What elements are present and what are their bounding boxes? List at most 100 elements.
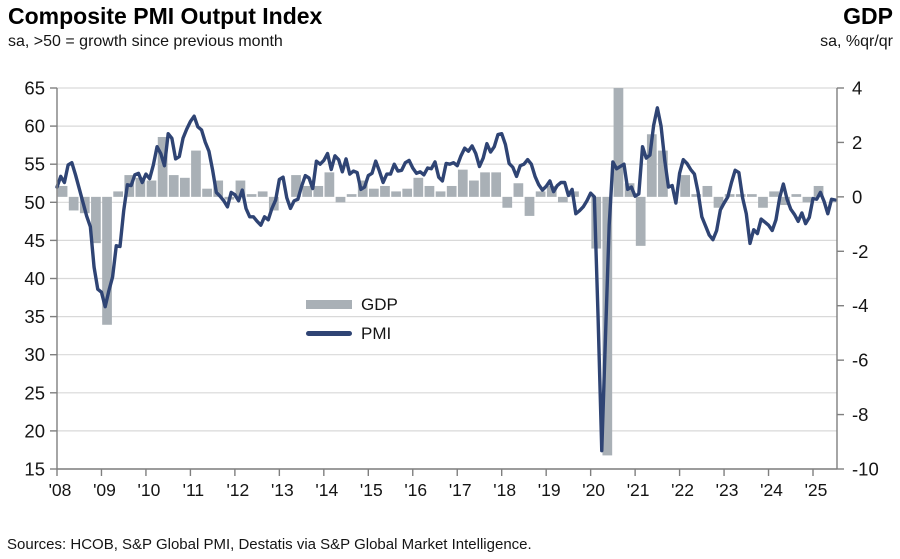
left-axis-tick-label: 35 [24, 306, 45, 327]
gdp-bar [469, 180, 479, 197]
gdp-bar [791, 194, 802, 197]
gdp-bar [535, 191, 546, 197]
gdp-bar [413, 177, 424, 197]
chart-title: Composite PMI Output Index [8, 3, 323, 29]
x-axis-tick-label: '16 [404, 480, 427, 500]
gdp-bar [680, 175, 691, 197]
gdp-bar [758, 196, 768, 208]
chart-subtitle: sa, >50 = growth since previous month [8, 33, 283, 51]
right-axis-title: GDP [843, 3, 893, 29]
right-axis-tick-label: -4 [852, 295, 868, 316]
gdp-bar [702, 185, 713, 197]
gdp-bar [368, 188, 379, 197]
right-axis-tick-label: -8 [852, 404, 868, 425]
gdp-bar [524, 196, 535, 216]
legend-label-pmi: PMI [361, 323, 392, 343]
gdp-bar [113, 191, 124, 197]
gdp-bar [635, 196, 646, 246]
gdp-bar [557, 196, 568, 203]
pmi-line [55, 106, 837, 453]
x-axis-tick-label: '19 [538, 480, 561, 500]
gdp-bar [346, 194, 357, 197]
gdp-bar [613, 88, 624, 197]
gdp-bar [691, 194, 702, 197]
gdp-bar [146, 180, 157, 197]
x-axis-tick-label: '22 [671, 480, 694, 500]
x-axis-tick-label: '09 [93, 480, 116, 500]
gdp-bar [191, 150, 201, 197]
x-axis-tick-label: '15 [360, 480, 383, 500]
left-axis-tick-label: 30 [24, 344, 45, 365]
gdp-bar [257, 191, 268, 197]
gdp-bar [157, 136, 168, 197]
left-axis-tick-label: 20 [24, 420, 45, 441]
x-axis-tick-label: '21 [627, 480, 650, 500]
left-axis-tick-label: 50 [24, 192, 45, 213]
gdp-bar [324, 172, 335, 197]
legend-label-gdp: GDP [361, 294, 398, 314]
gdp-bar [246, 194, 257, 197]
x-axis-tick-label: '25 [805, 480, 828, 500]
gdp-bar [646, 134, 657, 197]
right-axis-tick-label: -6 [852, 350, 868, 371]
right-axis-tick-label: -2 [852, 241, 868, 262]
x-axis-tick-label: '13 [271, 480, 294, 500]
axes [50, 87, 844, 476]
x-axis-tick-label: '14 [315, 480, 338, 500]
gdp-bar [435, 191, 446, 197]
gdp-bar [179, 177, 190, 197]
gdp-bar [457, 169, 468, 197]
right-axis-tick-label: 0 [852, 186, 862, 207]
left-axis-tick-label: 15 [24, 459, 45, 480]
x-axis-tick-label: '11 [183, 480, 205, 500]
pmi-line-swatch-icon [306, 331, 352, 336]
chart-legend: GDP PMI [306, 294, 398, 352]
x-axis-tick-label: '17 [449, 480, 472, 500]
gdp-bar [235, 180, 246, 197]
gdp-bar [491, 172, 502, 197]
gdp-bar [746, 194, 757, 197]
gdp-bar [168, 175, 179, 197]
x-axis-tick-label: '10 [138, 480, 161, 500]
x-axis-tick-label: '08 [49, 480, 72, 500]
x-axis-tick-label: '12 [226, 480, 249, 500]
left-axis-tick-label: 60 [24, 116, 45, 137]
gdp-bar [57, 185, 68, 197]
chart-header-right: GDP sa, %qr/qr [820, 3, 893, 51]
gdp-bar [402, 188, 413, 197]
left-axis-tick-label: 25 [24, 382, 45, 403]
left-axis-tick-label: 40 [24, 268, 45, 289]
right-axis-subtitle: sa, %qr/qr [820, 33, 893, 51]
legend-item-pmi: PMI [306, 323, 398, 344]
gdp-bar [802, 196, 813, 203]
gdp-bar [335, 196, 346, 203]
gdp-bar [769, 191, 779, 197]
legend-item-gdp: GDP [306, 294, 398, 315]
right-axis-tick-label: 4 [852, 78, 862, 99]
gdp-bar [302, 185, 313, 197]
gdp-bar [780, 196, 791, 206]
chart-header-left: Composite PMI Output Index sa, >50 = gro… [8, 3, 323, 51]
gdp-bar [713, 196, 724, 208]
gdp-bar [102, 196, 112, 325]
right-axis-tick-label: 2 [852, 132, 862, 153]
gdp-bar [480, 172, 490, 197]
gdp-bar [313, 185, 324, 197]
gdp-bar [91, 196, 101, 244]
left-axis-tick-label: 55 [24, 154, 45, 175]
x-axis-tick-label: '23 [716, 480, 739, 500]
gdp-bar [68, 196, 79, 211]
source-note: Sources: HCOB, S&P Global PMI, Destatis … [7, 536, 532, 553]
gdp-bar [135, 177, 146, 197]
gdp-bar [391, 191, 401, 197]
right-axis-tick-label: -10 [852, 459, 879, 480]
gdp-bar [658, 150, 668, 197]
gdp-bar [424, 185, 435, 197]
x-axis-tick-label: '20 [582, 480, 605, 500]
left-axis-tick-label: 65 [24, 78, 45, 99]
gdp-bar [202, 188, 212, 197]
gdp-bar [213, 180, 224, 197]
